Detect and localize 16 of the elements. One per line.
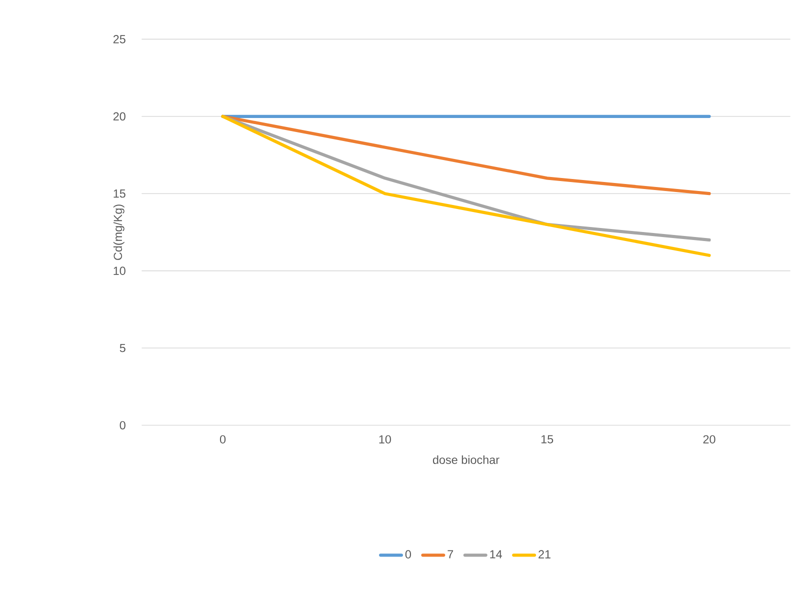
x-tick-label: 20 [703,435,716,444]
y-tick-label: 5 [120,344,126,352]
legend-label: 0 [405,550,411,559]
x-tick-label: 0 [220,435,226,444]
y-tick-label: 15 [114,190,126,198]
x-tick-label: 10 [379,435,391,444]
y-tick-label: 25 [113,35,126,44]
y-tick-label: 20 [113,112,126,121]
legend-label: 21 [538,550,550,558]
y-tick-label: 0 [120,421,126,430]
x-tick-label: 15 [541,435,554,444]
legend-label: 7 [448,550,454,558]
y-axis-title: Cd(mg/Kg) [113,204,124,260]
legend-label: 14 [490,550,502,558]
y-tick-label: 10 [114,266,126,276]
x-axis-title: dose biochar [432,456,500,464]
